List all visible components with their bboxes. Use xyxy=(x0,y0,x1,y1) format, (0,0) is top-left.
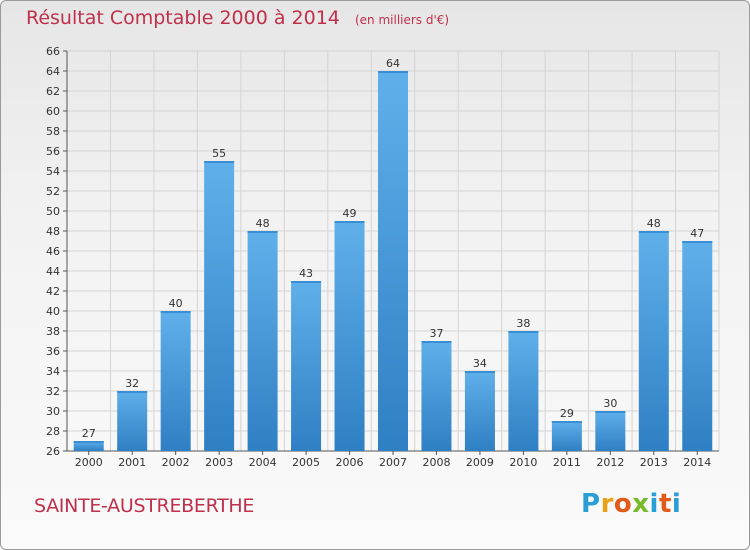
data-label: 47 xyxy=(690,227,704,240)
x-tick-label: 2008 xyxy=(422,456,450,469)
bar xyxy=(464,371,495,451)
y-tick-label: 64 xyxy=(46,65,60,78)
bar-top-edge xyxy=(334,221,365,223)
bar-top-edge xyxy=(291,281,322,283)
data-label: 27 xyxy=(82,427,96,440)
data-label: 38 xyxy=(516,317,530,330)
bar-top-edge xyxy=(551,421,582,423)
y-tick-label: 62 xyxy=(46,85,60,98)
data-label: 29 xyxy=(560,407,574,420)
y-tick-label: 32 xyxy=(46,385,60,398)
bar-top-edge xyxy=(247,231,278,233)
x-tick-label: 2011 xyxy=(553,456,581,469)
chart-header: Résultat Comptable 2000 à 2014 (en milli… xyxy=(26,7,449,29)
logo-letter: t xyxy=(658,489,672,519)
x-tick-label: 2006 xyxy=(336,456,364,469)
bar-top-edge xyxy=(638,231,669,233)
bar xyxy=(117,391,148,451)
bar-top-edge xyxy=(595,411,626,413)
bar xyxy=(73,441,104,451)
bar-top-edge xyxy=(508,331,539,333)
logo-letter: r xyxy=(600,489,614,519)
y-tick-label: 48 xyxy=(46,225,60,238)
y-tick-label: 52 xyxy=(46,185,60,198)
y-tick-label: 66 xyxy=(46,45,60,58)
y-tick-label: 60 xyxy=(46,105,60,118)
y-tick-label: 36 xyxy=(46,345,60,358)
bar xyxy=(378,71,408,451)
logo-letter: i xyxy=(649,489,659,519)
y-tick-label: 34 xyxy=(46,365,60,378)
bar xyxy=(160,311,191,451)
bar-top-edge xyxy=(117,391,148,393)
bar-top-edge xyxy=(682,241,713,243)
y-tick-label: 38 xyxy=(46,325,60,338)
bar-top-edge xyxy=(464,371,495,373)
y-tick-label: 42 xyxy=(46,285,60,298)
y-tick-label: 54 xyxy=(46,165,60,178)
bar-top-edge xyxy=(378,71,408,73)
x-tick-label: 2007 xyxy=(379,456,407,469)
bar-top-edge xyxy=(421,341,452,343)
bar xyxy=(421,341,452,451)
logo-letter: x xyxy=(632,489,650,519)
y-tick-label: 58 xyxy=(46,125,60,138)
bar xyxy=(334,221,365,451)
labels: 26 28 30 32 34 36 38 40 42 44 46 48 50 52 54 56 58 60 62 64… xyxy=(46,45,711,469)
x-tick-label: 2010 xyxy=(509,456,537,469)
chart-title: Résultat Comptable 2000 à 2014 xyxy=(26,7,340,29)
y-tick-label: 46 xyxy=(46,245,60,258)
bar xyxy=(682,241,713,451)
bar-top-edge xyxy=(160,311,191,313)
bar xyxy=(291,281,322,451)
data-label: 43 xyxy=(299,267,313,280)
y-tick-label: 28 xyxy=(46,425,60,438)
logo-letter: i xyxy=(671,489,682,519)
data-label: 48 xyxy=(647,217,661,230)
x-tick-label: 2003 xyxy=(205,456,233,469)
data-label: 40 xyxy=(169,297,183,310)
bar xyxy=(247,231,278,451)
data-label: 32 xyxy=(125,377,139,390)
x-tick-label: 2005 xyxy=(292,456,320,469)
y-tick-label: 40 xyxy=(46,305,60,318)
y-tick-label: 44 xyxy=(46,265,60,278)
logo-letter: o xyxy=(613,489,633,519)
bar-top-edge xyxy=(73,441,104,443)
bar xyxy=(595,411,626,451)
bar xyxy=(551,421,582,451)
data-label: 64 xyxy=(386,57,400,70)
x-tick-label: 2014 xyxy=(683,456,711,469)
chart-unit: (en milliers d'€) xyxy=(354,13,450,27)
x-tick-label: 2002 xyxy=(162,456,190,469)
data-label: 34 xyxy=(473,357,487,370)
bar xyxy=(204,161,235,451)
x-tick-label: 2009 xyxy=(466,456,494,469)
logo-letter: P xyxy=(581,489,601,519)
data-label: 30 xyxy=(603,397,617,410)
y-tick-label: 26 xyxy=(46,445,60,458)
bar xyxy=(638,231,669,451)
x-tick-label: 2013 xyxy=(640,456,668,469)
data-label: 37 xyxy=(429,327,443,340)
bars xyxy=(73,71,713,451)
proxiti-logo[interactable]: Proxiti xyxy=(581,489,681,519)
town-name: SAINTE-AUSTREBERTHE xyxy=(34,495,255,517)
bar-top-edge xyxy=(204,161,235,163)
data-label: 48 xyxy=(256,217,270,230)
y-tick-label: 56 xyxy=(46,145,60,158)
data-label: 55 xyxy=(212,147,226,160)
x-tick-label: 2004 xyxy=(249,456,277,469)
y-tick-label: 30 xyxy=(46,405,60,418)
y-tick-label: 50 xyxy=(46,205,60,218)
data-label: 49 xyxy=(343,207,357,220)
x-tick-label: 2000 xyxy=(75,456,103,469)
bar xyxy=(508,331,539,451)
x-tick-label: 2012 xyxy=(596,456,624,469)
x-tick-label: 2001 xyxy=(118,456,146,469)
